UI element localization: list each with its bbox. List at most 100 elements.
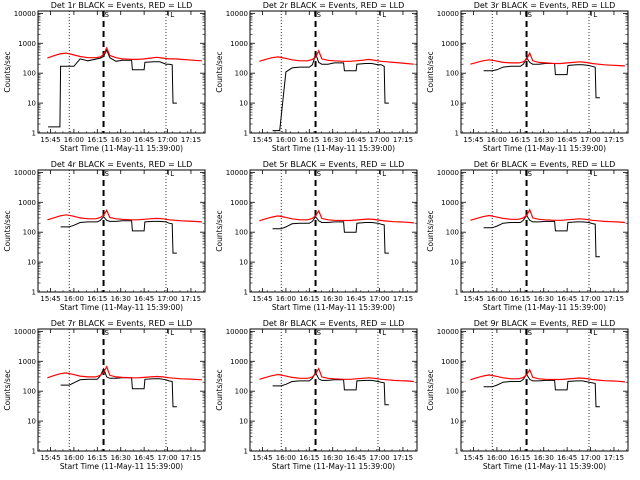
y-axis-label: Counts/sec <box>3 369 12 410</box>
series-line-events <box>272 371 389 406</box>
y-axis-label: Counts/sec <box>215 210 224 251</box>
x-tick-label: 17:15 <box>181 136 201 144</box>
y-tick-label: 10000 <box>437 328 459 336</box>
y-tick-label: 10 <box>27 259 36 267</box>
series-line-lld <box>259 367 414 383</box>
x-tick-label: 17:00 <box>580 136 600 144</box>
plot-frame <box>37 328 206 452</box>
panel-title: Det 9r BLACK = Events, RED = LLD <box>474 319 616 328</box>
x-tick-label: 16:30 <box>534 454 554 462</box>
y-tick-label: 10000 <box>14 10 36 18</box>
y-tick-label: 10000 <box>437 10 459 18</box>
x-tick-label: 16:30 <box>323 295 343 303</box>
x-tick-label: 16:15 <box>87 454 107 462</box>
x-tick-label: 16:00 <box>64 454 84 462</box>
x-tick-label: 17:00 <box>369 136 389 144</box>
x-tick-label: 16:00 <box>276 295 296 303</box>
y-tick-label: 100 <box>23 70 36 78</box>
series-line-events <box>483 56 600 99</box>
series-line-events <box>48 48 177 128</box>
y-tick-label: 10000 <box>14 328 36 336</box>
x-axis-label: Start Time (11-May-11 15:39:00) <box>272 144 395 153</box>
series-line-events <box>60 215 177 254</box>
x-tick-label: 15:45 <box>40 295 60 303</box>
series-line-lld <box>47 46 202 62</box>
y-tick-label: 1000 <box>18 40 36 48</box>
marker-label-l: L <box>382 329 386 337</box>
y-tick-label: 1000 <box>230 358 248 366</box>
x-tick-label: 16:45 <box>346 454 366 462</box>
x-axis-label: Start Time (11-May-11 15:39:00) <box>272 462 395 471</box>
plot-frame <box>460 328 629 452</box>
x-tick-label: 16:45 <box>346 295 366 303</box>
x-tick-label: 17:15 <box>181 295 201 303</box>
y-tick-label: 1000 <box>230 199 248 207</box>
y-axis-label: Counts/sec <box>3 51 12 92</box>
x-tick-label: 16:00 <box>64 295 84 303</box>
marker-label-s: S <box>527 11 532 19</box>
x-tick-label: 16:45 <box>557 454 577 462</box>
x-tick-label: 17:00 <box>157 295 177 303</box>
y-axis-label: Counts/sec <box>426 51 435 92</box>
y-tick-label: 1 <box>244 448 248 456</box>
series-line-lld <box>259 209 414 224</box>
plot-frame <box>460 169 629 293</box>
y-tick-label: 1 <box>455 130 459 138</box>
panel-title: Det 1r BLACK = Events, RED = LLD <box>51 1 193 10</box>
y-tick-label: 10 <box>27 100 36 108</box>
y-tick-label: 100 <box>235 229 248 237</box>
marker-label-l: L <box>382 11 386 19</box>
x-tick-label: 17:00 <box>580 295 600 303</box>
x-tick-label: 16:30 <box>111 295 131 303</box>
x-axis-label: Start Time (11-May-11 15:39:00) <box>483 462 606 471</box>
x-tick-label: 17:15 <box>604 136 624 144</box>
y-axis-label: Counts/sec <box>426 369 435 410</box>
y-tick-label: 100 <box>446 229 459 237</box>
panel-title: Det 6r BLACK = Events, RED = LLD <box>474 160 616 169</box>
y-tick-label: 100 <box>235 70 248 78</box>
y-tick-label: 1 <box>455 448 459 456</box>
y-tick-label: 10 <box>450 100 459 108</box>
y-axis-label: Counts/sec <box>426 210 435 251</box>
y-tick-label: 100 <box>23 388 36 396</box>
marker-label-s: S <box>527 170 532 178</box>
marker-label-l: L <box>593 170 597 178</box>
x-tick-label: 16:30 <box>111 454 131 462</box>
y-tick-label: 100 <box>235 388 248 396</box>
x-tick-label: 16:15 <box>510 295 530 303</box>
panel-title: Det 2r BLACK = Events, RED = LLD <box>263 1 405 10</box>
y-tick-label: 1000 <box>18 199 36 207</box>
plot-frame <box>249 169 418 293</box>
panel-title: Det 5r BLACK = Events, RED = LLD <box>263 160 405 169</box>
panel-title: Det 4r BLACK = Events, RED = LLD <box>51 160 193 169</box>
x-tick-label: 17:00 <box>580 454 600 462</box>
series-line-events <box>60 367 177 408</box>
x-tick-label: 16:00 <box>276 454 296 462</box>
series-line-lld <box>470 51 625 67</box>
x-tick-label: 16:00 <box>276 136 296 144</box>
y-axis-label: Counts/sec <box>215 51 224 92</box>
x-tick-label: 17:15 <box>604 454 624 462</box>
x-tick-label: 16:45 <box>346 136 366 144</box>
x-tick-label: 17:15 <box>393 136 413 144</box>
x-tick-label: 16:30 <box>534 295 554 303</box>
marker-label-s: S <box>104 329 109 337</box>
x-tick-label: 15:45 <box>40 136 60 144</box>
x-tick-label: 16:15 <box>510 136 530 144</box>
x-axis-label: Start Time (11-May-11 15:39:00) <box>60 303 183 312</box>
series-line-lld <box>470 368 625 383</box>
x-axis-label: Start Time (11-May-11 15:39:00) <box>483 303 606 312</box>
x-tick-label: 15:45 <box>463 136 483 144</box>
series-line-events <box>483 373 600 408</box>
x-axis-label: Start Time (11-May-11 15:39:00) <box>60 144 183 153</box>
y-tick-label: 10000 <box>226 169 248 177</box>
x-tick-label: 16:30 <box>534 136 554 144</box>
y-tick-label: 1 <box>32 289 36 297</box>
y-tick-label: 1000 <box>441 40 459 48</box>
y-tick-label: 1 <box>32 130 36 138</box>
